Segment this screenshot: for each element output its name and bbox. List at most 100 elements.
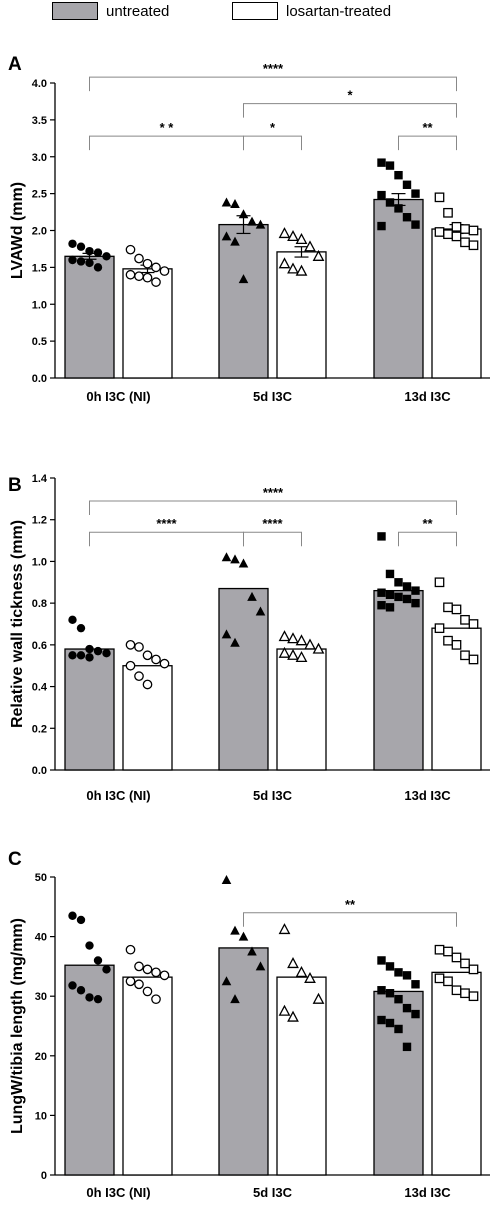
significance-label: **** bbox=[262, 516, 283, 531]
bar bbox=[431, 627, 482, 771]
bar bbox=[122, 976, 173, 1176]
data-point bbox=[468, 654, 479, 665]
bar bbox=[218, 587, 269, 771]
data-point bbox=[451, 221, 462, 232]
data-point bbox=[312, 642, 325, 654]
data-point bbox=[304, 240, 316, 252]
data-point bbox=[295, 965, 308, 978]
data-point bbox=[159, 658, 170, 669]
data-point bbox=[287, 1010, 299, 1022]
legend-swatch-losartan bbox=[232, 2, 278, 20]
x-tick-label: 5d I3C bbox=[253, 788, 293, 803]
data-point bbox=[134, 642, 144, 652]
data-point bbox=[385, 1018, 395, 1028]
data-point bbox=[76, 623, 86, 633]
x-tick-label: 0h I3C (NI) bbox=[86, 1185, 150, 1200]
data-point bbox=[102, 965, 111, 974]
y-tick-label: 1.4 bbox=[32, 473, 48, 485]
data-point bbox=[394, 204, 403, 213]
data-point bbox=[451, 604, 462, 615]
data-point bbox=[394, 592, 403, 602]
data-point bbox=[102, 252, 111, 261]
data-point bbox=[93, 994, 103, 1004]
data-point bbox=[142, 258, 153, 269]
data-point bbox=[151, 967, 161, 978]
data-point bbox=[394, 578, 403, 587]
significance-bracket bbox=[89, 531, 244, 547]
data-point bbox=[142, 964, 153, 975]
data-point bbox=[451, 640, 462, 650]
data-point bbox=[221, 874, 232, 884]
data-point bbox=[460, 650, 470, 661]
data-point bbox=[221, 976, 232, 986]
y-tick-label: 50 bbox=[35, 872, 47, 884]
data-point bbox=[377, 221, 386, 231]
y-tick-label: 20 bbox=[35, 1051, 47, 1063]
data-point bbox=[402, 213, 412, 222]
data-point bbox=[85, 993, 94, 1002]
x-tick-label: 0h I3C (NI) bbox=[86, 788, 150, 803]
significance-label: ** bbox=[422, 516, 433, 531]
y-tick-label: 0.4 bbox=[32, 682, 48, 694]
significance-bracket bbox=[89, 135, 244, 151]
y-tick-label: 10 bbox=[35, 1110, 47, 1122]
data-point bbox=[230, 554, 240, 564]
x-tick-label: 13d I3C bbox=[404, 389, 451, 404]
data-point bbox=[278, 646, 291, 658]
y-tick-label: 3.0 bbox=[32, 152, 47, 164]
y-axis-label: LungW/tibia length (mg/mm) bbox=[9, 918, 26, 1134]
data-point bbox=[230, 236, 240, 246]
data-point bbox=[385, 161, 395, 170]
data-point bbox=[295, 650, 308, 663]
data-point bbox=[76, 257, 86, 266]
y-tick-label: 1.0 bbox=[32, 556, 47, 568]
x-tick-label: 13d I3C bbox=[404, 788, 451, 803]
data-point bbox=[295, 264, 308, 276]
data-point bbox=[68, 239, 77, 248]
y-tick-label: 0.0 bbox=[32, 765, 47, 777]
data-point bbox=[221, 197, 232, 207]
data-point bbox=[93, 646, 103, 656]
data-point bbox=[151, 262, 161, 273]
y-tick-label: 30 bbox=[35, 991, 47, 1003]
chart-panel-a: A LVAWd (mm) 0.0 0.5 1.0 1.5 2.0 2.5 3.0 3.5 4.0 0h… bbox=[8, 54, 490, 404]
data-point bbox=[402, 582, 412, 591]
data-point bbox=[255, 606, 266, 616]
data-point bbox=[221, 231, 232, 241]
data-point bbox=[142, 272, 153, 283]
data-point bbox=[460, 224, 470, 234]
legend-label-untreated: untreated bbox=[106, 2, 170, 20]
data-point bbox=[238, 931, 249, 941]
y-tick-label: 40 bbox=[35, 932, 47, 944]
bar bbox=[373, 589, 424, 771]
data-point bbox=[151, 277, 161, 287]
data-point bbox=[134, 271, 144, 282]
data-point bbox=[68, 651, 77, 660]
data-point bbox=[287, 230, 299, 242]
data-point bbox=[247, 216, 257, 226]
significance-label: **** bbox=[156, 516, 177, 531]
bar bbox=[431, 971, 482, 1176]
data-point bbox=[411, 1009, 420, 1019]
legend-item-untreated: untreated bbox=[52, 2, 169, 20]
data-point bbox=[434, 944, 445, 955]
y-tick-label: 4.0 bbox=[32, 78, 47, 90]
data-point bbox=[68, 911, 77, 920]
data-point bbox=[278, 1004, 291, 1016]
data-point bbox=[394, 170, 403, 180]
data-point bbox=[238, 274, 249, 284]
data-point bbox=[377, 601, 386, 610]
data-point bbox=[434, 192, 445, 203]
data-point bbox=[451, 231, 462, 242]
data-point bbox=[85, 653, 94, 662]
data-point bbox=[134, 961, 144, 972]
data-point bbox=[93, 248, 103, 257]
bar bbox=[218, 223, 269, 379]
data-point bbox=[385, 962, 395, 971]
data-point bbox=[434, 577, 445, 588]
data-point bbox=[377, 190, 386, 200]
data-point bbox=[411, 980, 420, 989]
significance-label: **** bbox=[263, 61, 284, 76]
data-point bbox=[125, 640, 136, 650]
data-point bbox=[142, 679, 153, 690]
